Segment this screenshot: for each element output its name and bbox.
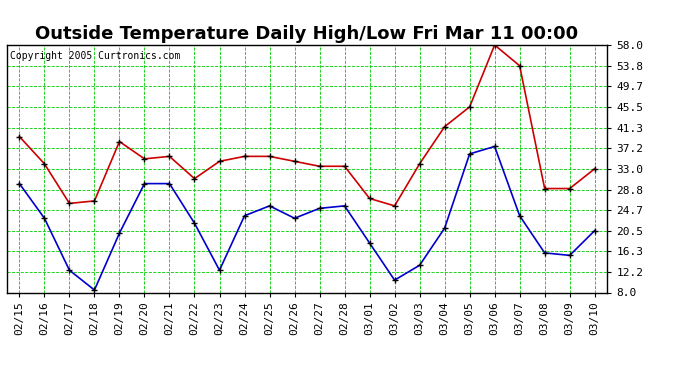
Title: Outside Temperature Daily High/Low Fri Mar 11 00:00: Outside Temperature Daily High/Low Fri M… bbox=[35, 26, 579, 44]
Text: Copyright 2005 Curtronics.com: Copyright 2005 Curtronics.com bbox=[10, 51, 180, 61]
